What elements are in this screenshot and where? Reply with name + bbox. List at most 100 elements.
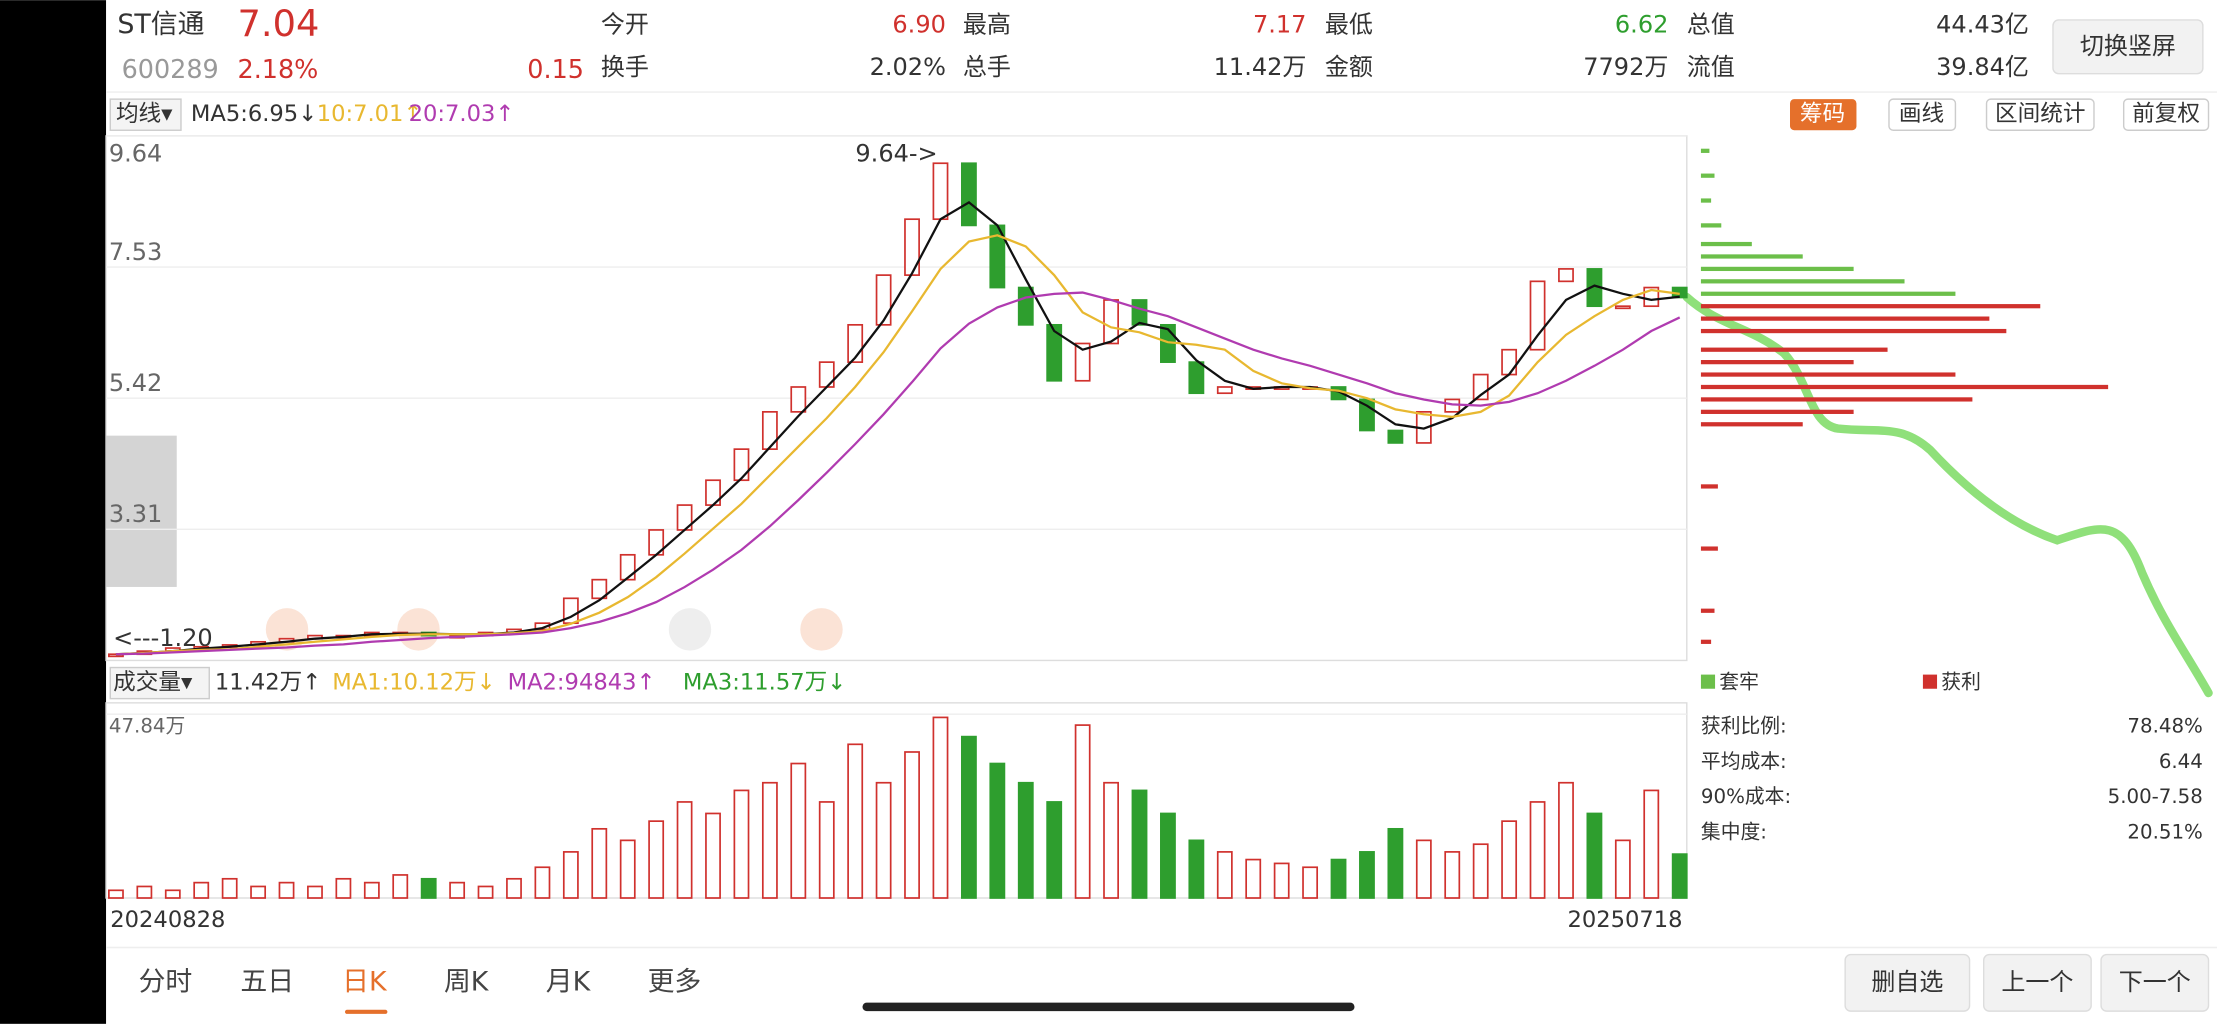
tab[interactable]: 五日 (240, 966, 294, 997)
remove-watch[interactable] (1844, 953, 1971, 1012)
volume-bar (705, 812, 721, 899)
tab[interactable]: 日K (342, 966, 388, 997)
tab[interactable]: 周K (444, 966, 490, 997)
volume-bar (1387, 827, 1404, 899)
candle (619, 553, 636, 581)
ma-selector-label[interactable]: 均线▾ (116, 101, 173, 127)
stock-name: ST信通 (117, 9, 204, 40)
hand-drawing (1682, 292, 2213, 698)
tab[interactable]: 月K (546, 966, 592, 997)
chip-bar (1700, 484, 1718, 489)
change-pct: 2.18% (238, 55, 319, 85)
candle (1046, 323, 1063, 382)
next-stock[interactable] (2100, 953, 2210, 1012)
ma10-label: 10:7.01↑ (317, 101, 423, 127)
volume-bar (648, 820, 665, 899)
candle (790, 386, 807, 413)
volume-bar (1188, 839, 1205, 899)
volume-bar (761, 781, 778, 899)
volume-bar (420, 877, 437, 899)
ma-selector[interactable] (109, 98, 182, 131)
candle (875, 274, 892, 326)
rotate-button[interactable] (2052, 19, 2204, 75)
draw-button-label[interactable]: 画线 (1899, 101, 1944, 127)
stat-label: 90%成本: (1701, 785, 1791, 808)
next-stock-label[interactable]: 下一个 (2119, 968, 2191, 996)
volume-bar (1472, 843, 1489, 899)
remove-watch-label[interactable]: 删自选 (1871, 968, 1943, 996)
chip-bar (1700, 304, 2041, 309)
legend-swatch (1922, 674, 1938, 689)
prev-button[interactable] (1982, 953, 2092, 1012)
volume-bar (136, 885, 153, 899)
ma-line (115, 200, 1680, 656)
field-value: 2.02% (870, 53, 946, 81)
y-tick-label: 3.31 (109, 500, 162, 528)
next-button[interactable] (668, 608, 712, 651)
stat-value: 6.44 (2159, 750, 2203, 773)
volume-bar (1643, 789, 1660, 899)
chips-button[interactable] (1790, 99, 1857, 131)
prev-button-label[interactable]: 上一个 (2001, 968, 2073, 996)
candle (1103, 299, 1119, 345)
field-value: 6.62 (1615, 11, 1668, 39)
volume-bar (534, 866, 551, 899)
stock-code: 600289 (122, 55, 219, 85)
vol-selector-label[interactable]: 成交量▾ (113, 670, 193, 696)
volume-bar (1103, 781, 1119, 899)
chip-bar (1700, 241, 1752, 247)
zoom-in[interactable] (397, 608, 440, 651)
tab[interactable]: 分时 (139, 966, 193, 997)
chip-bar (1700, 546, 1718, 551)
field-value: 44.43亿 (1936, 11, 2029, 39)
volume-bar (392, 874, 409, 899)
adjust-button-label[interactable]: 前复权 (2132, 101, 2200, 127)
y-tick-label: 47.84万 (109, 714, 185, 737)
chip-bar (1700, 409, 1854, 414)
start-date: 20240828 (110, 907, 225, 933)
volume-bar (904, 751, 920, 899)
volume-bar (1558, 781, 1574, 899)
volume-bar (1216, 851, 1233, 899)
range-button[interactable] (1985, 98, 2095, 131)
chip-bar (1700, 397, 1973, 402)
chip-bar (1700, 148, 1710, 153)
shrink-button[interactable] (800, 608, 843, 651)
volume-bar (1302, 866, 1319, 899)
candle (932, 162, 949, 221)
candle (1529, 280, 1546, 351)
field-label: 总值 (1687, 11, 1735, 39)
volume-bar (1671, 853, 1688, 899)
volume-bar (847, 743, 864, 899)
chip-bar (1700, 279, 1905, 284)
y-tick-label: 7.53 (109, 238, 162, 266)
stat-value: 5.00-7.58 (2108, 785, 2203, 808)
volume-bar (1586, 812, 1603, 899)
volume-bar (1501, 820, 1518, 899)
volume-bar (733, 789, 750, 899)
vol-selector[interactable] (109, 666, 210, 700)
adjust-button[interactable] (2122, 98, 2210, 131)
stat-value: 78.48% (2127, 714, 2202, 737)
volume-bar (506, 877, 522, 899)
stat-label: 平均成本: (1701, 750, 1787, 773)
legend-label: 获利 (1941, 671, 1981, 694)
volume-bar (1614, 839, 1631, 899)
field-value: 39.84亿 (1936, 53, 2029, 81)
candle (960, 162, 977, 227)
tab[interactable]: 更多 (648, 966, 702, 997)
rotate-button-label[interactable]: 切换竖屏 (2080, 32, 2176, 60)
tab-underline (344, 1009, 388, 1014)
chip-bar (1700, 291, 1956, 296)
stat-value: 20.51% (2127, 820, 2202, 843)
chip-bar (1700, 198, 1712, 203)
draw-button[interactable] (1888, 98, 1957, 131)
volume-bar (818, 801, 835, 899)
range-button-label[interactable]: 区间统计 (1995, 101, 2085, 127)
candle (1216, 386, 1233, 395)
field-label: 金额 (1325, 53, 1373, 81)
volume-bar (1131, 789, 1148, 899)
side-tab[interactable] (106, 435, 177, 587)
chips-button-label[interactable]: 筹码 (1800, 101, 1845, 127)
